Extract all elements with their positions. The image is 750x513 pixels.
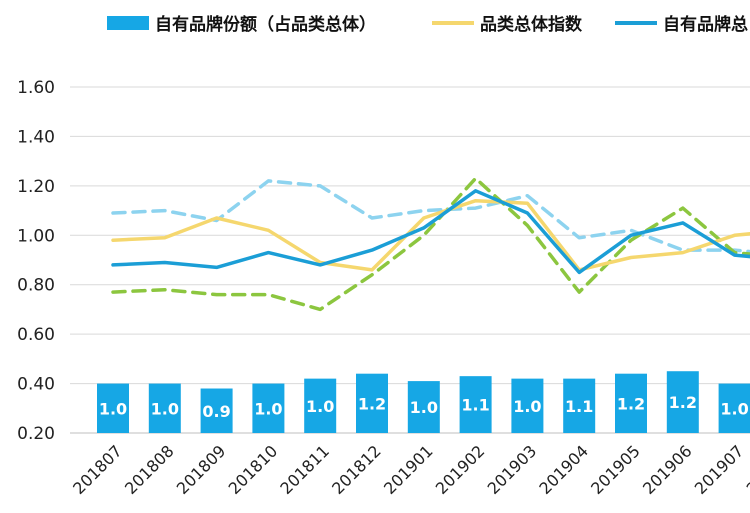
legend: 自有品牌份额（占品类总体） 品类总体指数 自有品牌总 [107, 14, 748, 35]
bar [615, 373, 647, 433]
bar [356, 373, 388, 433]
x-tick-label: 201901 [380, 441, 437, 498]
y-tick-label: 0.20 [17, 424, 55, 444]
bars: 1.0 1.0 0.9 1.0 1.0 1.2 1.0 1.1 1.0 1.1 1.2 1.2 1.0 [97, 371, 750, 433]
series-lines [111, 176, 750, 312]
bar-data-label: 1.1 [565, 397, 593, 416]
bar [459, 376, 492, 433]
bar [200, 388, 233, 433]
x-tick-label: 201812 [328, 441, 385, 498]
bar [718, 383, 750, 433]
x-tick-label: 201808 [121, 441, 178, 498]
bar [148, 383, 181, 433]
x-tick-label: 201906 [639, 441, 696, 498]
dashed-series-line [111, 176, 750, 312]
y-tick-label: 1.60 [17, 78, 55, 98]
bar-data-label: 1.0 [254, 399, 282, 418]
y-tick-label: 1.20 [17, 177, 55, 197]
x-tick-label: 201903 [484, 441, 541, 498]
legend-label-bar: 自有品牌份额（占品类总体） [155, 14, 376, 35]
legend-label-line2: 自有品牌总 [663, 14, 748, 35]
gridlines [70, 86, 750, 434]
bar [97, 383, 129, 433]
bar [563, 378, 596, 433]
bar-data-label: 1.0 [410, 398, 438, 417]
x-tick-label: 201905 [587, 441, 644, 498]
x-tick-label: 201809 [173, 441, 230, 498]
bar-data-label: 1.0 [99, 399, 127, 418]
x-tick-label: 201807 [69, 441, 126, 498]
x-axis-ticks: 2018072018082018092018102018112018122019… [69, 441, 750, 498]
x-tick-label: 201908 [743, 441, 750, 498]
bar-data-label: 1.2 [669, 393, 697, 412]
y-tick-label: 0.60 [17, 325, 55, 345]
bar [511, 378, 544, 433]
x-tick-label: 201810 [225, 441, 282, 498]
bar-data-label: 1.0 [306, 397, 334, 416]
bar-data-label: 1.0 [513, 397, 541, 416]
bar [304, 378, 337, 433]
x-tick-label: 201811 [276, 441, 333, 498]
legend-label-line1: 品类总体指数 [480, 14, 583, 35]
bar-data-label: 1.2 [617, 394, 645, 413]
bar [407, 381, 440, 433]
dashed-series-line [111, 179, 750, 254]
bar [666, 371, 699, 433]
y-axis-ticks: 0.20 0.40 0.60 0.80 1.00 1.20 1.40 1.60 [17, 78, 55, 444]
bar-data-label: 1.2 [358, 394, 386, 413]
legend-swatch-bar [107, 16, 149, 30]
y-tick-label: 1.00 [17, 226, 55, 246]
x-tick-label: 201902 [432, 441, 489, 498]
y-tick-label: 0.80 [17, 276, 55, 296]
y-tick-label: 1.40 [17, 127, 55, 147]
x-tick-label: 201904 [535, 441, 592, 498]
bar-data-label: 1.0 [720, 399, 748, 418]
bar-data-label: 0.9 [202, 402, 230, 421]
y-tick-label: 0.40 [17, 375, 55, 395]
bar-data-label: 1.0 [151, 399, 179, 418]
bar-data-label: 1.1 [461, 396, 489, 415]
series-line [111, 189, 750, 275]
bar [252, 383, 285, 433]
x-tick-label: 201907 [691, 441, 748, 498]
